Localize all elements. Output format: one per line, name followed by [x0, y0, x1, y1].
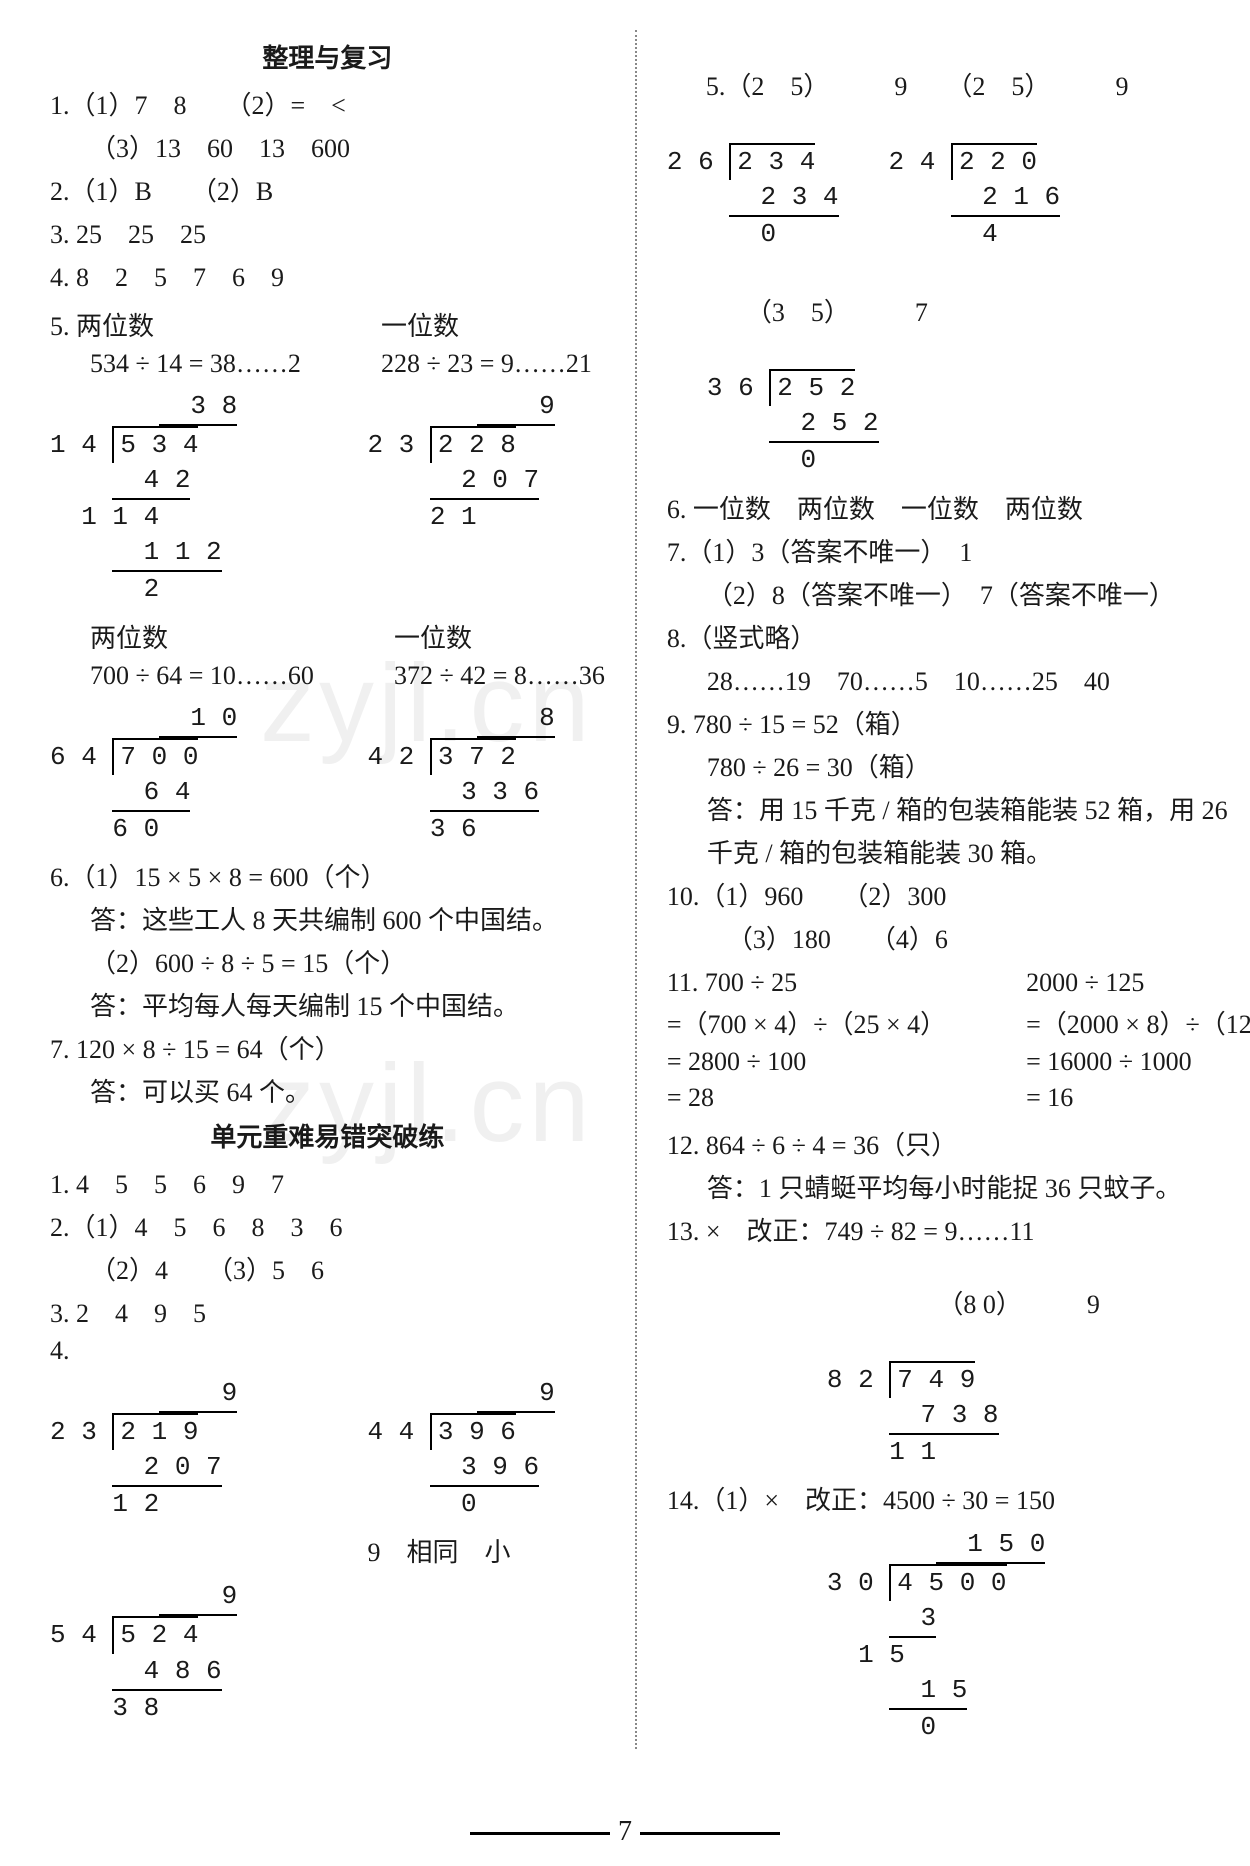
r-longdiv-5: 1 5 0 3 0 4 5 0 0 3 1 5 1 5 0 — [827, 1527, 1045, 1746]
right-column: 5.（2 5） 9 （2 5） 9 2 6 2 3 4 2 3 4 0 2 4 … — [667, 30, 1250, 1749]
r7a: 7.（1）3（答案不唯一） 1 — [667, 532, 1250, 569]
r-longdiv-4: 8 2 7 4 9 7 3 8 1 1 — [827, 1361, 999, 1470]
r5: 5.（2 5） 9 （2 5） 9 — [667, 36, 1250, 133]
longdiv-6: 9 4 4 3 9 6 3 9 6 0 — [367, 1376, 554, 1522]
ans-1-1: 1.（1）7 8 （2）= < — [50, 85, 605, 122]
r11a: 11. 700 ÷ 25 — [667, 968, 946, 998]
ans-6-1: 6.（1）15 × 5 × 8 = 600（个） — [50, 857, 605, 894]
r9c: 答：用 15 千克 / 箱的包装箱能装 52 箱，用 26 — [667, 790, 1250, 827]
b-4: 4. — [50, 1336, 605, 1366]
b-1: 1. 4 5 5 6 9 7 — [50, 1164, 605, 1201]
ans-7b: 答：可以买 64 个。 — [50, 1072, 605, 1109]
b4-note: 9 相同 小 — [367, 1532, 604, 1569]
b-2b: （2）4 （3）5 6 — [50, 1250, 605, 1287]
q5-label-c: 两位数 — [50, 618, 314, 655]
q5-label-a: 5. 两位数 — [50, 306, 301, 343]
section-title-1: 整理与复习 — [50, 38, 605, 75]
ans-2: 2.（1）B （2）B — [50, 171, 605, 208]
b-3: 3. 2 4 9 5 — [50, 1293, 605, 1330]
ans-1-3: （3）13 60 13 600 — [50, 128, 605, 165]
r11g: = 28 — [667, 1083, 946, 1113]
q5-eq3: 700 ÷ 64 = 10……60 — [50, 661, 314, 691]
left-column: 整理与复习 1.（1）7 8 （2）= < （3）13 60 13 600 2.… — [50, 30, 605, 1749]
longdiv-1: 3 8 1 4 5 3 4 4 2 1 1 4 1 1 2 2 — [50, 389, 287, 608]
r-longdiv-2: 2 4 2 2 0 2 1 6 4 — [889, 143, 1061, 252]
longdiv-7: 9 5 4 5 2 4 4 8 6 3 8 — [50, 1579, 237, 1725]
ans-7: 7. 120 × 8 ÷ 15 = 64（个） — [50, 1029, 605, 1066]
column-divider — [635, 30, 637, 1749]
q5-header: 5. 两位数 534 ÷ 14 = 38……2 一位数 228 ÷ 23 = 9… — [50, 300, 605, 385]
r8: 8.（竖式略） — [667, 618, 1250, 655]
r11e: = 2800 ÷ 100 — [667, 1047, 946, 1077]
r9b: 780 ÷ 26 = 30（箱） — [667, 747, 1250, 784]
b-2a: 2.（1）4 5 6 8 3 6 — [50, 1207, 605, 1244]
q5-header-2: 两位数 700 ÷ 64 = 10……60 一位数 372 ÷ 42 = 8……… — [50, 612, 605, 697]
r7b: （2）8（答案不唯一） 7（答案不唯一） — [667, 575, 1250, 612]
r12a: 12. 864 ÷ 6 ÷ 4 = 36（只） — [667, 1125, 1250, 1162]
q5-label-d: 一位数 — [394, 618, 605, 655]
r11d: =（2000 × 8）÷（125 × 8） — [1026, 1004, 1250, 1041]
r11c: =（700 × 4）÷（25 × 4） — [667, 1004, 946, 1041]
ans-6-1b: 答：这些工人 8 天共编制 600 个中国结。 — [50, 900, 605, 937]
r9a: 9. 780 ÷ 15 = 52（箱） — [667, 704, 1250, 741]
r9d: 千克 / 箱的包装箱能装 30 箱。 — [667, 833, 1250, 870]
r13a: 13. × 改正：749 ÷ 82 = 9……11 — [667, 1211, 1250, 1248]
r5d: （3 5） 7 — [667, 262, 1250, 359]
r11h: = 16 — [1026, 1083, 1250, 1113]
longdiv-2: 9 2 3 2 2 8 2 0 7 2 1 — [367, 389, 604, 608]
ans-4: 4. 8 2 5 7 6 9 — [50, 257, 605, 294]
r-longdiv-1: 2 6 2 3 4 2 3 4 0 — [667, 143, 839, 252]
ans-3: 3. 25 25 25 — [50, 214, 605, 251]
longdiv-4: 8 4 2 3 7 2 3 3 6 3 6 — [367, 701, 604, 847]
r8b: 28……19 70……5 10……25 40 — [667, 661, 1250, 698]
longdiv-5: 9 2 3 2 1 9 2 0 7 1 2 — [50, 1376, 287, 1571]
q5-label-b: 一位数 — [381, 306, 605, 343]
r10a: 10.（1）960 （2）300 — [667, 876, 1250, 913]
ans-6-2b: 答：平均每人每天编制 15 个中国结。 — [50, 986, 605, 1023]
q5-eq1: 534 ÷ 14 = 38……2 — [50, 349, 301, 379]
ans-6-2: （2）600 ÷ 8 ÷ 5 = 15（个） — [50, 943, 605, 980]
q5-eq2: 228 ÷ 23 = 9……21 — [381, 349, 605, 379]
r12b: 答：1 只蜻蜓平均每小时能捉 36 只蚊子。 — [667, 1168, 1250, 1205]
r11b: 2000 ÷ 125 — [1026, 968, 1250, 998]
section-title-2: 单元重难易错突破练 — [50, 1117, 605, 1154]
r11: 11. 700 ÷ 25 =（700 × 4）÷（25 × 4） = 2800 … — [667, 962, 1250, 1119]
longdiv-3: 1 0 6 4 7 0 0 6 4 6 0 — [50, 701, 287, 847]
r11f: = 16000 ÷ 1000 — [1026, 1047, 1250, 1077]
r10b: （3）180 （4）6 — [667, 919, 1250, 956]
r14a: 14.（1）× 改正：4500 ÷ 30 = 150 — [667, 1480, 1250, 1517]
r6: 6. 一位数 两位数 一位数 两位数 — [667, 489, 1250, 526]
page-footer: 7 — [0, 1816, 1250, 1848]
q5-eq4: 372 ÷ 42 = 8……36 — [394, 661, 605, 691]
r-longdiv-3: 3 6 2 5 2 2 5 2 0 — [667, 369, 879, 478]
r13header: （8 0） 9 — [667, 1254, 1250, 1351]
page-number: 7 — [618, 1816, 632, 1847]
